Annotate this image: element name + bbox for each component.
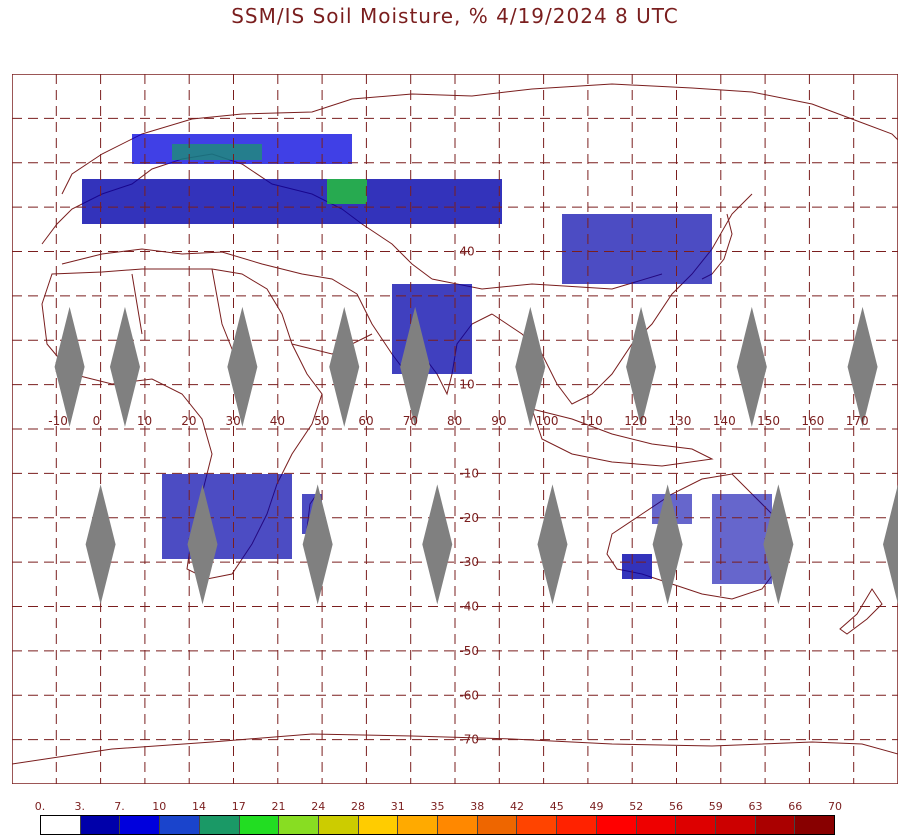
legend-swatch [636, 816, 677, 834]
legend-swatch [239, 816, 280, 834]
soil-moisture-map: -10 0 10 20 30 40 50 60 70 80 90 100 110 120 130 140 150… [12, 74, 898, 784]
latitude-label: -60 [459, 688, 479, 702]
longitude-label: 60 [358, 414, 373, 428]
longitude-label: 50 [314, 414, 329, 428]
legend-swatch [557, 816, 597, 834]
legend-swatch [279, 816, 319, 834]
longitude-label: 30 [226, 414, 241, 428]
latitude-label: -50 [459, 644, 479, 658]
legend-label: 56 [669, 800, 683, 813]
longitude-label: 20 [181, 414, 196, 428]
latitude-label: 10 [459, 378, 474, 392]
legend-label: 14 [192, 800, 206, 813]
graticule [12, 74, 898, 784]
latitude-label: -10 [459, 466, 479, 480]
legend-swatch [358, 816, 399, 834]
latitude-label: 40 [459, 245, 474, 259]
legend-label: 21 [271, 800, 286, 813]
legend-label: 0. [34, 800, 46, 813]
swath-gap [54, 306, 85, 427]
latitude-label: -40 [459, 600, 479, 614]
longitude-label: 150 [757, 414, 780, 428]
legend-label: 3. [74, 800, 86, 813]
legend-label: 38 [470, 800, 485, 813]
legend-label: 63 [748, 800, 763, 813]
legend-swatch [398, 816, 439, 834]
longitude-label: 110 [580, 414, 603, 428]
legend-label: 70 [828, 800, 842, 813]
swath-gap [109, 306, 140, 427]
legend-swatch [80, 816, 121, 834]
swath-gap [652, 484, 683, 605]
swath-gap [626, 306, 657, 427]
legend-swatch [41, 816, 81, 834]
grid-labels: -10 0 10 20 30 40 50 60 70 80 90 100 110 120 130 140 150… [48, 245, 868, 747]
longitude-label: 80 [447, 414, 462, 428]
longitude-label: 130 [669, 414, 692, 428]
longitude-label: 0 [93, 414, 101, 428]
latitude-label: -30 [459, 555, 479, 569]
legend-label: 66 [788, 800, 803, 813]
longitude-label: 10 [137, 414, 152, 428]
legend-swatch [477, 816, 518, 834]
legend-swatch [795, 816, 835, 834]
legend-label: 42 [510, 800, 524, 813]
legend-label: 7. [114, 800, 125, 813]
legend-label: 31 [390, 800, 405, 813]
legend-swatch [438, 816, 478, 834]
swath-gap [847, 306, 878, 427]
legend-label: 35 [430, 800, 445, 813]
legend-swatch [676, 816, 716, 834]
legend-label: 59 [708, 800, 723, 813]
latitude-label: -20 [459, 511, 479, 525]
legend-swatch [318, 816, 359, 834]
swath-gap [400, 306, 431, 427]
legend-label: 10 [152, 800, 167, 813]
legend-label: 52 [629, 800, 644, 813]
legend-label: 17 [231, 800, 246, 813]
longitude-label: 90 [491, 414, 506, 428]
swath-gap [537, 484, 568, 605]
longitude-label: 40 [270, 414, 285, 428]
legend-label: 24 [311, 800, 326, 813]
legend-label: 28 [351, 800, 365, 813]
latitude-label: -70 [459, 733, 479, 747]
longitude-label: 170 [846, 414, 869, 428]
swath-gap [227, 306, 258, 427]
map-title: SSM/IS Soil Moisture, % 4/19/2024 8 UTC [231, 4, 679, 28]
swath-gap [329, 306, 360, 427]
swath-gap [883, 484, 898, 605]
swath-gap [187, 484, 218, 605]
longitude-label: -10 [48, 414, 68, 428]
legend-label: 49 [589, 800, 604, 813]
legend-swatch [715, 816, 756, 834]
legend-swatch [120, 816, 161, 834]
longitude-label: 120 [624, 414, 647, 428]
legend-label: 45 [549, 800, 564, 813]
longitude-label: 70 [403, 414, 418, 428]
longitude-label: 160 [801, 414, 824, 428]
swath-gap [515, 306, 546, 427]
longitude-label: 100 [536, 414, 559, 428]
swath-gap [736, 306, 767, 427]
swath-gaps [54, 306, 898, 605]
swath-gap [302, 484, 333, 605]
moisture-pixels [82, 134, 772, 584]
longitude-label: 140 [713, 414, 736, 428]
legend-swatch [199, 816, 240, 834]
legend-swatch [160, 816, 200, 834]
legend-swatch [596, 816, 637, 834]
color-legend [40, 815, 835, 835]
swath-gap [422, 484, 453, 605]
swath-gap [763, 484, 794, 605]
legend-swatch [517, 816, 558, 834]
swath-gap [85, 484, 116, 605]
legend-swatch [755, 816, 796, 834]
